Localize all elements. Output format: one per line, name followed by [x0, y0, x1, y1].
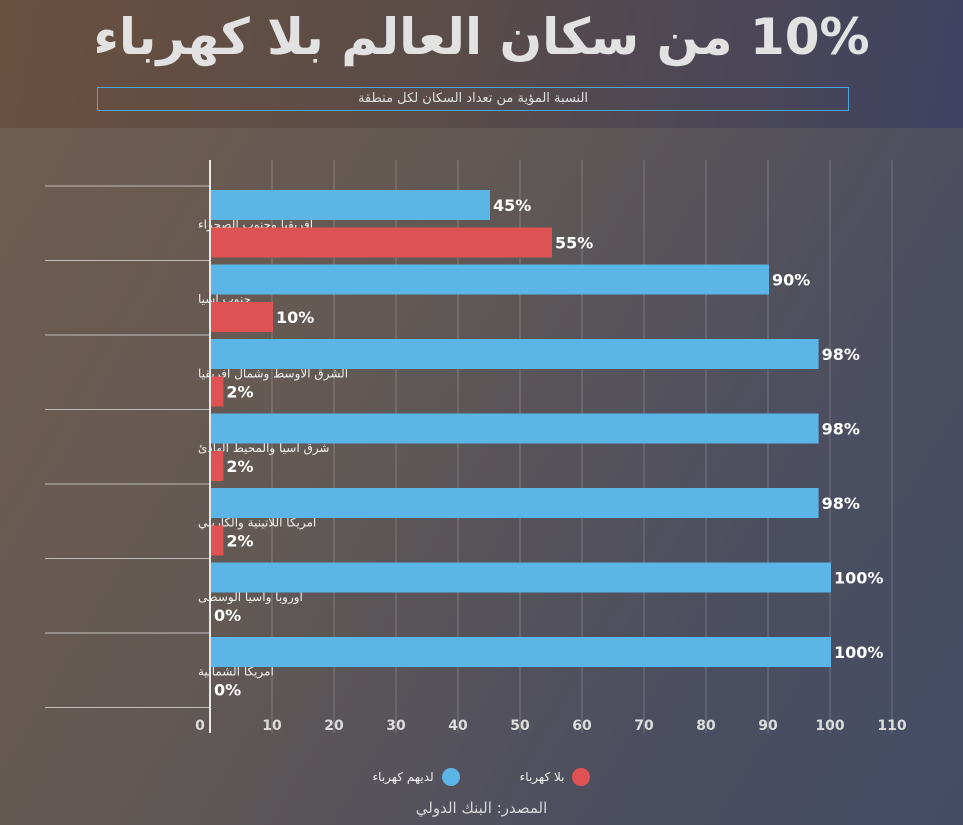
bar — [211, 525, 224, 556]
chart-subtitle: النسبة المؤية من تعداد السكان لكل منطقة — [97, 87, 849, 111]
value-label: 0% — [214, 681, 241, 700]
category-label: الشرق الأوسط وشمال أفريقيا — [198, 365, 348, 381]
value-label: 45% — [493, 196, 531, 215]
category-label: شرق آسيا والمحيط الهادئ — [198, 440, 330, 456]
legend-label-without: بلا كهرباء — [519, 770, 565, 784]
value-label: 2% — [226, 457, 253, 476]
value-label: 55% — [555, 234, 593, 253]
x-tick-label: 50 — [510, 718, 530, 734]
x-tick-label: 90 — [758, 718, 778, 734]
category-label: أوروبا وآسيا الوسطى — [198, 589, 303, 605]
value-label: 10% — [276, 308, 314, 327]
value-label: 98% — [822, 345, 860, 364]
x-tick-label: 0 — [195, 718, 205, 734]
source-note: المصدر: البنك الدولي — [415, 799, 548, 817]
bar — [211, 376, 224, 407]
page-title: 10% من سكان العالم بلا كهرباء — [93, 8, 870, 66]
category-label: أمريكا الشمالية — [198, 663, 274, 679]
bar — [211, 190, 490, 220]
bar — [211, 339, 819, 369]
bar — [211, 227, 552, 258]
bar — [211, 451, 224, 481]
legend-item-with[interactable]: لديهم كهرباء — [373, 768, 460, 786]
value-label: 98% — [822, 494, 860, 513]
header-banner: 10% من سكان العالم بلا كهرباء النسبة الم… — [0, 0, 963, 128]
x-tick-label: 60 — [572, 718, 592, 734]
legend-swatch-without — [572, 768, 591, 786]
legend-item-without[interactable]: بلا كهرباء — [520, 768, 591, 786]
value-label: 2% — [226, 532, 253, 551]
bar — [211, 637, 831, 667]
x-tick-label: 40 — [448, 718, 468, 734]
value-label: 98% — [822, 420, 860, 439]
bar — [211, 488, 819, 518]
x-tick-label: 80 — [696, 718, 716, 734]
bar — [211, 562, 831, 593]
category-label: أمريكا اللاتينية والكاريبي — [198, 514, 316, 530]
legend-swatch-with — [441, 768, 460, 786]
x-tick-label: 100 — [815, 718, 844, 734]
legend: بلا كهرباء لديهم كهرباء — [0, 764, 963, 790]
bar — [211, 302, 273, 332]
value-label: 2% — [226, 383, 253, 402]
x-tick-label: 20 — [324, 718, 344, 734]
value-label: 90% — [772, 271, 810, 290]
x-tick-label: 30 — [386, 718, 406, 734]
legend-label-with: لديهم كهرباء — [372, 770, 434, 784]
x-tick-label: 10 — [262, 718, 282, 734]
x-tick-label: 70 — [634, 718, 654, 734]
value-label: 100% — [834, 643, 883, 662]
value-label: 100% — [834, 569, 883, 588]
bar — [211, 264, 769, 295]
x-tick-label: 110 — [877, 718, 906, 734]
bar — [211, 413, 819, 444]
value-label: 0% — [214, 606, 241, 625]
